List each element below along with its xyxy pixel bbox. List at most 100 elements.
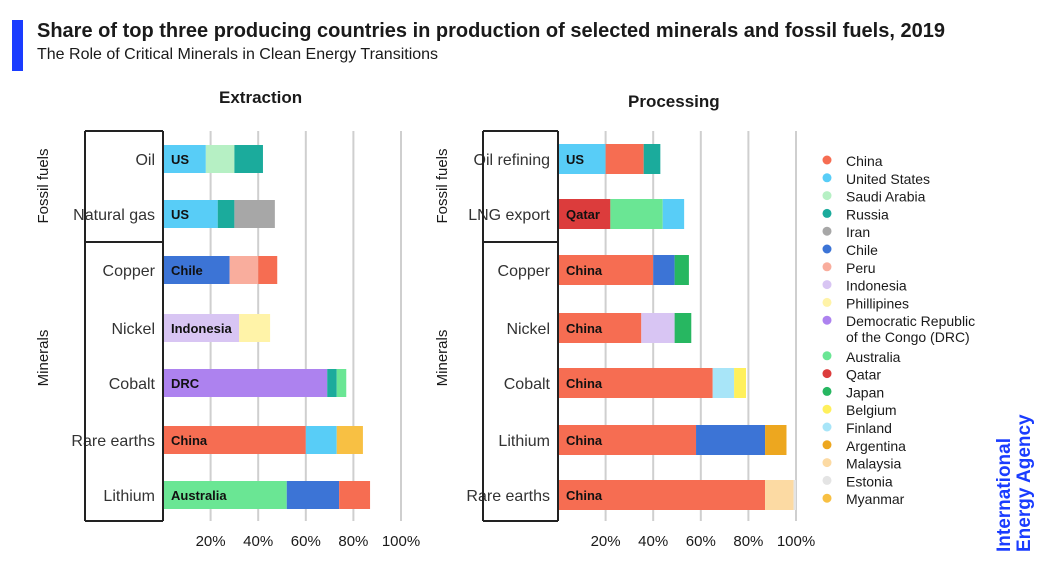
extraction-tick-label: 20% <box>196 533 226 550</box>
processing-tick-label: 60% <box>686 533 716 550</box>
chart-subtitle: The Role of Critical Minerals in Clean E… <box>37 46 439 63</box>
extraction-bar-lithium-chile <box>286 481 340 509</box>
extraction-tick-label: 60% <box>291 533 321 550</box>
legend-label: Australia <box>846 349 901 365</box>
processing-bar-copper-china <box>558 255 654 285</box>
legend-marker-phillipines <box>822 297 832 307</box>
extraction-bar-copper-chile <box>163 256 230 284</box>
legend-label: Peru <box>846 260 876 276</box>
extraction-tick-label: 100% <box>382 533 420 550</box>
processing-tick-label: 40% <box>638 533 668 550</box>
extraction-row-label: Natural gas <box>73 207 155 224</box>
panel-title-extraction: Extraction <box>219 88 303 107</box>
processing-bar-lng-export-united-states <box>662 199 685 229</box>
extraction-row-label: Lithium <box>103 488 155 505</box>
legend-label: Chile <box>846 242 878 258</box>
processing-bar-oil-refining-united-states <box>558 144 606 174</box>
legend-label: Indonesia <box>846 278 907 294</box>
processing-bar-rare-earths-china <box>558 480 766 510</box>
extraction-bar-rare-earths-united-states <box>305 426 337 454</box>
legend-label: Phillipines <box>846 295 909 311</box>
processing-bar-label: China <box>566 321 603 336</box>
processing-bar-label: Qatar <box>566 207 600 222</box>
chart-title: Share of top three producing countries i… <box>37 20 945 42</box>
extraction-bar-label: Chile <box>171 263 203 278</box>
extraction-bar-copper-peru <box>229 256 259 284</box>
legend-label: Qatar <box>846 367 881 383</box>
extraction-bar-copper-china <box>258 256 278 284</box>
logo-line-1: International <box>994 437 1015 552</box>
legend-marker-argentina <box>822 440 832 450</box>
legend-label: Finland <box>846 420 892 436</box>
legend-marker-saudi-arabia <box>822 191 832 201</box>
processing-bar-cobalt-belgium <box>734 368 747 398</box>
legend-label: of the Congo (DRC) <box>846 329 970 345</box>
legend-marker-japan <box>822 386 832 396</box>
processing-row-label: Rare earths <box>466 488 550 505</box>
extraction-bar-label: Australia <box>171 488 227 503</box>
processing-bar-nickel-china <box>558 313 642 343</box>
extraction-bar-natural-gas-united-states <box>163 200 218 228</box>
processing-bar-lng-export-qatar <box>558 199 611 229</box>
extraction-bar-oil-russia <box>234 145 263 173</box>
processing-bar-copper-chile <box>653 255 675 285</box>
legend-marker-myanmar <box>822 493 832 503</box>
processing-group-label: Fossil fuels <box>434 148 451 223</box>
legend-marker-indonesia <box>822 280 832 290</box>
processing-bar-lng-export-australia <box>610 199 663 229</box>
processing-row-label: Copper <box>498 263 551 280</box>
extraction-bar-label: DRC <box>171 376 200 391</box>
legend-label: Saudi Arabia <box>846 189 926 205</box>
processing-row-label: Lithium <box>498 433 550 450</box>
legend-marker-malaysia <box>822 458 832 468</box>
extraction-row-label: Nickel <box>111 321 155 338</box>
processing-bar-nickel-japan <box>674 313 692 343</box>
processing-bar-copper-japan <box>674 255 689 285</box>
processing-row-label: Cobalt <box>504 376 551 393</box>
extraction-row-label: Rare earths <box>71 433 155 450</box>
extraction-bar-cobalt-russia <box>327 369 337 397</box>
processing-bar-rare-earths-estonia <box>793 480 796 510</box>
processing-bar-rare-earths-malaysia <box>765 480 794 510</box>
processing-tick-label: 80% <box>733 533 763 550</box>
extraction-bar-rare-earths-china <box>163 426 306 454</box>
accent-bar <box>12 20 23 71</box>
panel-title-processing: Processing <box>628 92 720 111</box>
processing-bar-cobalt-finland <box>712 368 735 398</box>
legend-marker-estonia <box>822 475 832 485</box>
extraction-row-label: Oil <box>135 152 155 169</box>
extraction-bar-label: US <box>171 152 189 167</box>
legend-label: Japan <box>846 384 884 400</box>
legend-marker-finland <box>822 422 832 432</box>
extraction-bar-label: China <box>171 433 208 448</box>
extraction-bar-label: Indonesia <box>171 321 232 336</box>
processing-bar-lithium-chile <box>696 425 766 455</box>
processing-bar-label: China <box>566 488 603 503</box>
legend-marker-peru <box>822 262 832 272</box>
extraction-row-label: Copper <box>103 263 156 280</box>
legend-marker-china <box>822 155 832 165</box>
iea-logo: International Energy Agency <box>994 414 1035 552</box>
extraction-bar-nickel-phillipines <box>239 314 271 342</box>
extraction-bar-nickel-indonesia <box>163 314 240 342</box>
legend-label: Argentina <box>846 438 906 454</box>
legend-label: Iran <box>846 224 870 240</box>
extraction-bar-lithium-china <box>339 481 371 509</box>
extraction-bar-oil-saudi-arabia <box>205 145 235 173</box>
legend-label: United States <box>846 171 930 187</box>
processing-row-label: Nickel <box>506 321 550 338</box>
extraction-bar-label: US <box>171 207 189 222</box>
extraction-bar-lithium-australia <box>163 481 287 509</box>
legend-label: Myanmar <box>846 491 905 507</box>
processing-bar-label: China <box>566 376 603 391</box>
legend-marker-belgium <box>822 404 832 414</box>
logo-line-2: Energy Agency <box>1014 414 1035 552</box>
processing-tick-label: 20% <box>591 533 621 550</box>
legend-marker-russia <box>822 208 832 218</box>
processing-bar-label: US <box>566 152 584 167</box>
processing-bar-cobalt-china <box>558 368 713 398</box>
processing-bar-nickel-indonesia <box>641 313 675 343</box>
extraction-bar-natural-gas-russia <box>217 200 235 228</box>
legend-marker-chile <box>822 244 832 254</box>
legend-marker-qatar <box>822 369 832 379</box>
